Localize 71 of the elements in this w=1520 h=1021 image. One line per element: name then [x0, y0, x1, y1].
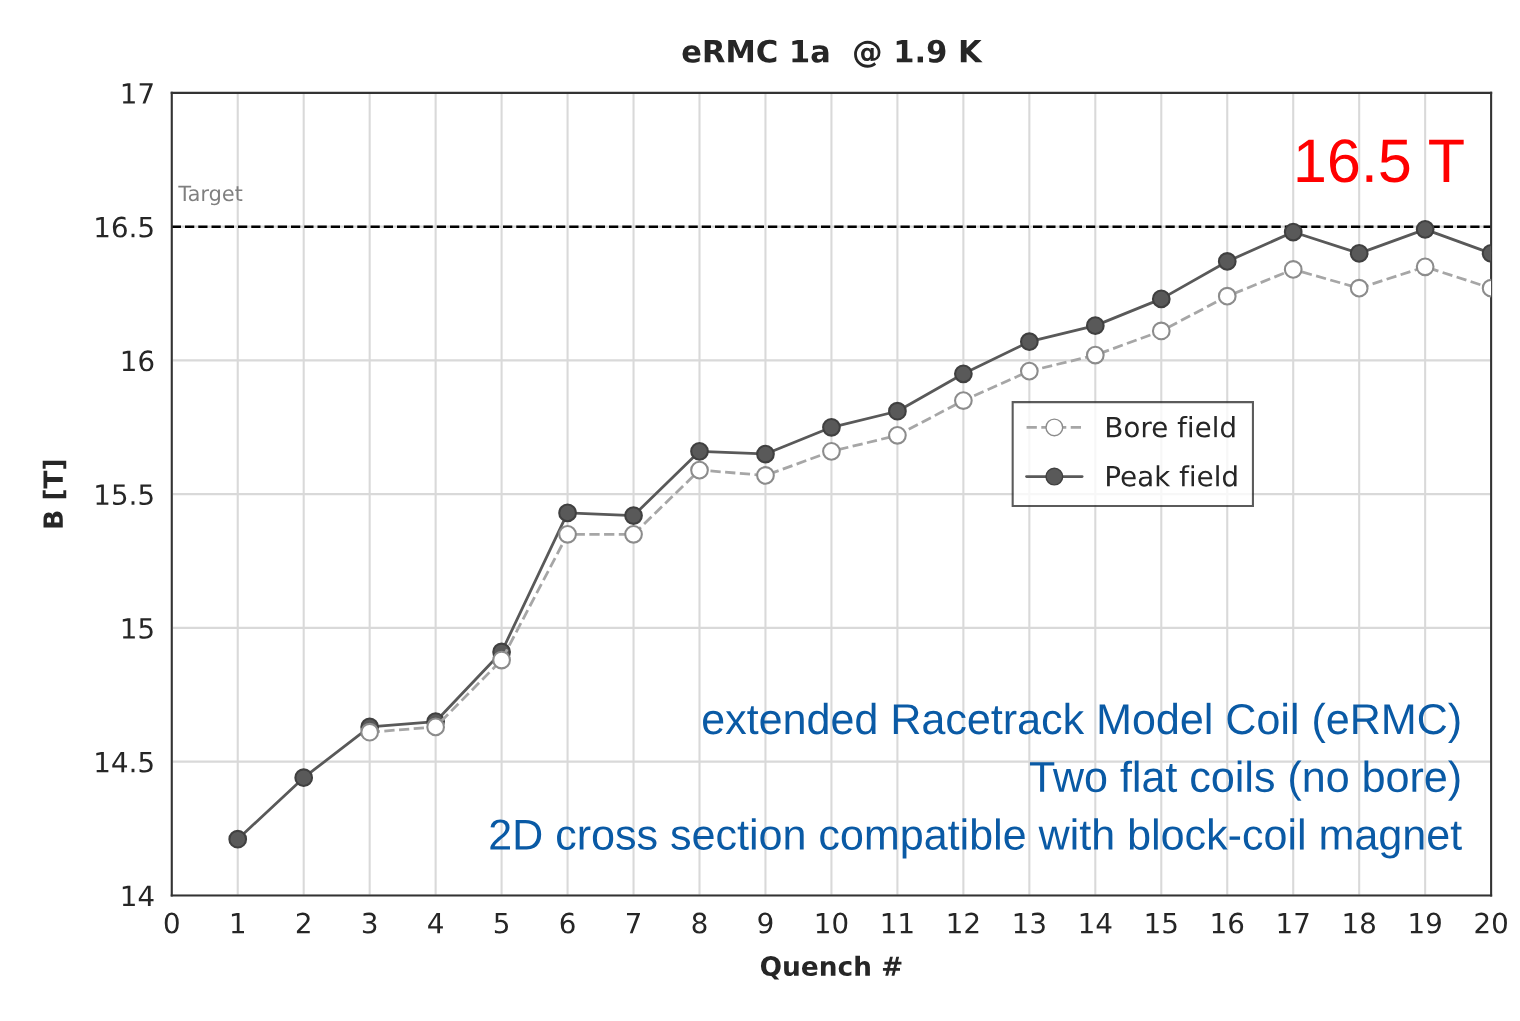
y-tick-label: 14.5	[96, 751, 153, 773]
point	[822, 417, 841, 437]
point	[360, 722, 380, 742]
point	[294, 768, 314, 788]
point	[228, 829, 248, 849]
x-tick-label: 0	[164, 912, 179, 934]
point	[1085, 316, 1105, 336]
y-tick-label: 14	[122, 885, 154, 906]
x-tick-label: 16	[1212, 912, 1244, 934]
point	[954, 364, 973, 384]
point	[1151, 321, 1171, 341]
x-tick-label: 4	[428, 912, 443, 934]
point	[1283, 260, 1303, 279]
x-tick-label: 10	[816, 912, 848, 934]
point	[756, 444, 775, 464]
y-axis-title: B [T]	[42, 460, 67, 528]
point	[1415, 219, 1435, 239]
y-tick-label: 17	[122, 83, 153, 104]
point	[1019, 332, 1039, 352]
x-tick-label: 7	[626, 912, 640, 934]
x-tick-label: 18	[1344, 912, 1375, 934]
point	[954, 391, 973, 410]
x-tick-label: 11	[882, 912, 913, 934]
x-axis-title: Quench #	[760, 955, 902, 980]
x-tick-label: 13	[1014, 912, 1045, 934]
point	[1349, 278, 1369, 298]
chart-title: eRMC 1a @ 1.9 K	[682, 39, 983, 68]
x-tick-label: 3	[362, 912, 377, 934]
annotation: 2D cross section compatible with block-coil magnet	[490, 818, 1462, 859]
annotation: extended Racetrack Model Coil (eRMC)	[703, 702, 1460, 743]
point	[822, 441, 841, 461]
x-tick-label: 2	[296, 912, 310, 934]
point	[1217, 286, 1237, 306]
point	[624, 524, 643, 544]
x-tick-label: 15	[1146, 912, 1177, 934]
point	[1019, 361, 1039, 381]
point	[1415, 257, 1435, 277]
point	[756, 466, 775, 485]
point	[1283, 222, 1303, 242]
legend-label: Bore field	[1107, 416, 1235, 438]
x-tick-label: 9	[758, 912, 773, 934]
point	[690, 460, 709, 480]
point	[888, 401, 907, 421]
x-tick-label: 8	[692, 912, 707, 934]
x-tick-label: 20	[1475, 912, 1507, 934]
annotation: Two flat coils (no bore)	[1029, 760, 1460, 801]
y-tick-label: 16.5	[96, 216, 153, 238]
x-tick-label: 5	[494, 912, 509, 934]
y-tick-label: 15.5	[96, 484, 153, 506]
x-tick-label: 14	[1080, 912, 1112, 934]
y-tick-label: 15	[122, 618, 153, 639]
point	[888, 425, 907, 445]
annotation: 16.5 T	[1297, 139, 1464, 183]
point	[690, 441, 709, 461]
x-tick-label: 6	[560, 912, 575, 934]
point	[624, 506, 643, 525]
point	[1217, 252, 1237, 271]
x-tick-label: 17	[1278, 912, 1309, 934]
y-tick-label: 16	[122, 350, 154, 372]
x-tick-label: 12	[948, 912, 979, 934]
point	[1151, 289, 1171, 309]
point	[1349, 244, 1369, 263]
x-tick-label: 19	[1410, 912, 1441, 934]
legend-label: Peak field	[1107, 465, 1237, 487]
point	[426, 717, 446, 737]
ref-line-label: Target	[178, 185, 243, 206]
x-tick-label: 1	[231, 912, 244, 934]
point	[558, 524, 577, 544]
point	[492, 650, 511, 670]
point	[558, 503, 577, 523]
point	[1085, 345, 1105, 365]
